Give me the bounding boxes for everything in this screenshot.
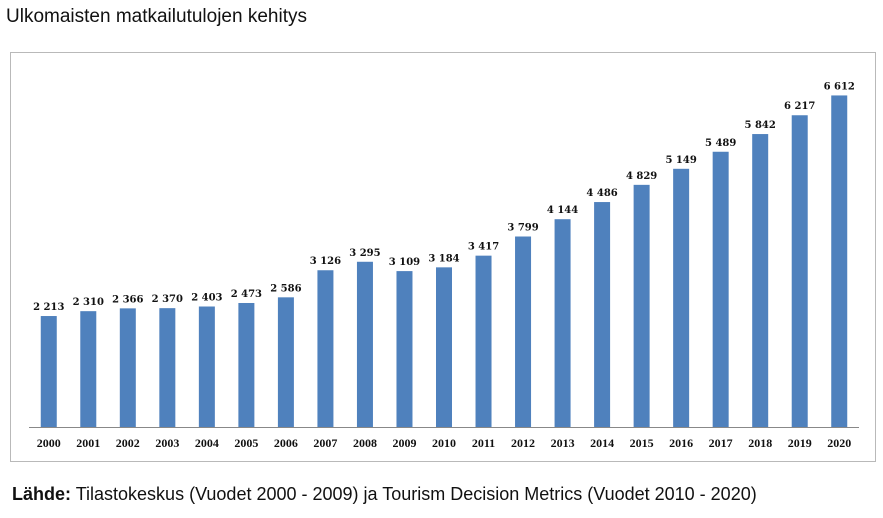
bar: [277, 297, 294, 427]
x-tick-label: 2002: [116, 436, 140, 450]
data-label: 6 612: [824, 81, 855, 92]
bar: [317, 270, 334, 427]
bar: [831, 95, 848, 427]
x-tick-label: 2014: [590, 436, 614, 450]
x-tick-label: 2004: [195, 436, 219, 450]
x-tick-label: 2017: [709, 436, 733, 450]
data-label: 3 799: [507, 222, 538, 233]
source-text: Tilastokeskus (Vuodet 2000 - 2009) ja To…: [75, 484, 757, 504]
data-label: 2 310: [73, 297, 104, 308]
bar: [238, 302, 255, 427]
data-label: 2 586: [270, 283, 301, 294]
x-tick-label: 2006: [274, 436, 298, 450]
x-tick-label: 2012: [511, 436, 535, 450]
x-tick-label: 2000: [37, 436, 61, 450]
data-label: 3 295: [349, 248, 380, 259]
bar: [791, 115, 808, 427]
data-label: 3 184: [428, 253, 459, 264]
x-tick-label: 2013: [551, 436, 575, 450]
bar: [40, 316, 57, 427]
bar: [712, 151, 729, 427]
x-tick-label: 2019: [788, 436, 812, 450]
bar: [594, 202, 611, 427]
bar: [356, 261, 373, 427]
bar: [752, 134, 769, 427]
data-label: 2 473: [231, 289, 262, 300]
data-label: 4 829: [626, 171, 657, 182]
data-label: 4 486: [586, 188, 617, 199]
bar: [633, 184, 650, 427]
bar: [554, 219, 571, 427]
data-label: 3 126: [310, 256, 341, 267]
x-tick-label: 2009: [392, 436, 416, 450]
data-label: 2 213: [33, 302, 64, 313]
x-tick-label: 2008: [353, 436, 377, 450]
data-label: 2 403: [191, 293, 222, 304]
x-tick-label: 2018: [748, 436, 772, 450]
source-note: Lähde: Tilastokeskus (Vuodet 2000 - 2009…: [12, 484, 757, 505]
bar: [436, 267, 452, 427]
x-tick-label: 2003: [155, 436, 179, 450]
bar: [515, 236, 532, 427]
data-label: 4 144: [547, 205, 578, 216]
data-label: 2 370: [152, 294, 183, 305]
bar: [475, 255, 492, 427]
bar-chart: 2 213 2000 2 310 2001 2 366 2002 2 370 2003 2 40…: [29, 81, 859, 450]
bar: [159, 308, 176, 427]
bar: [80, 311, 97, 427]
x-tick-label: 2007: [313, 436, 337, 450]
x-tick-label: 2020: [827, 436, 851, 450]
x-tick-label: 2010: [432, 436, 456, 450]
data-label: 6 217: [784, 101, 815, 112]
x-tick-label: 2015: [630, 436, 654, 450]
x-tick-label: 2011: [472, 436, 495, 450]
data-label: 3 417: [468, 242, 499, 253]
data-label: 5 489: [705, 138, 736, 149]
chart-area: 2 213 2000 2 310 2001 2 366 2002 2 370 2003 2 40…: [10, 52, 876, 462]
bar: [673, 168, 690, 427]
bar: [198, 306, 215, 427]
bar: [119, 308, 136, 427]
x-tick-label: 2016: [669, 436, 693, 450]
x-tick-label: 2001: [76, 436, 100, 450]
data-label: 5 149: [665, 155, 696, 166]
data-label: 3 109: [389, 257, 420, 268]
data-label: 5 842: [745, 120, 776, 131]
data-label: 2 366: [112, 294, 143, 305]
x-tick-label: 2005: [234, 436, 258, 450]
chart-title: Ulkomaisten matkailutulojen kehitys: [6, 6, 307, 27]
bar: [396, 271, 413, 427]
source-label: Lähde:: [12, 484, 72, 504]
